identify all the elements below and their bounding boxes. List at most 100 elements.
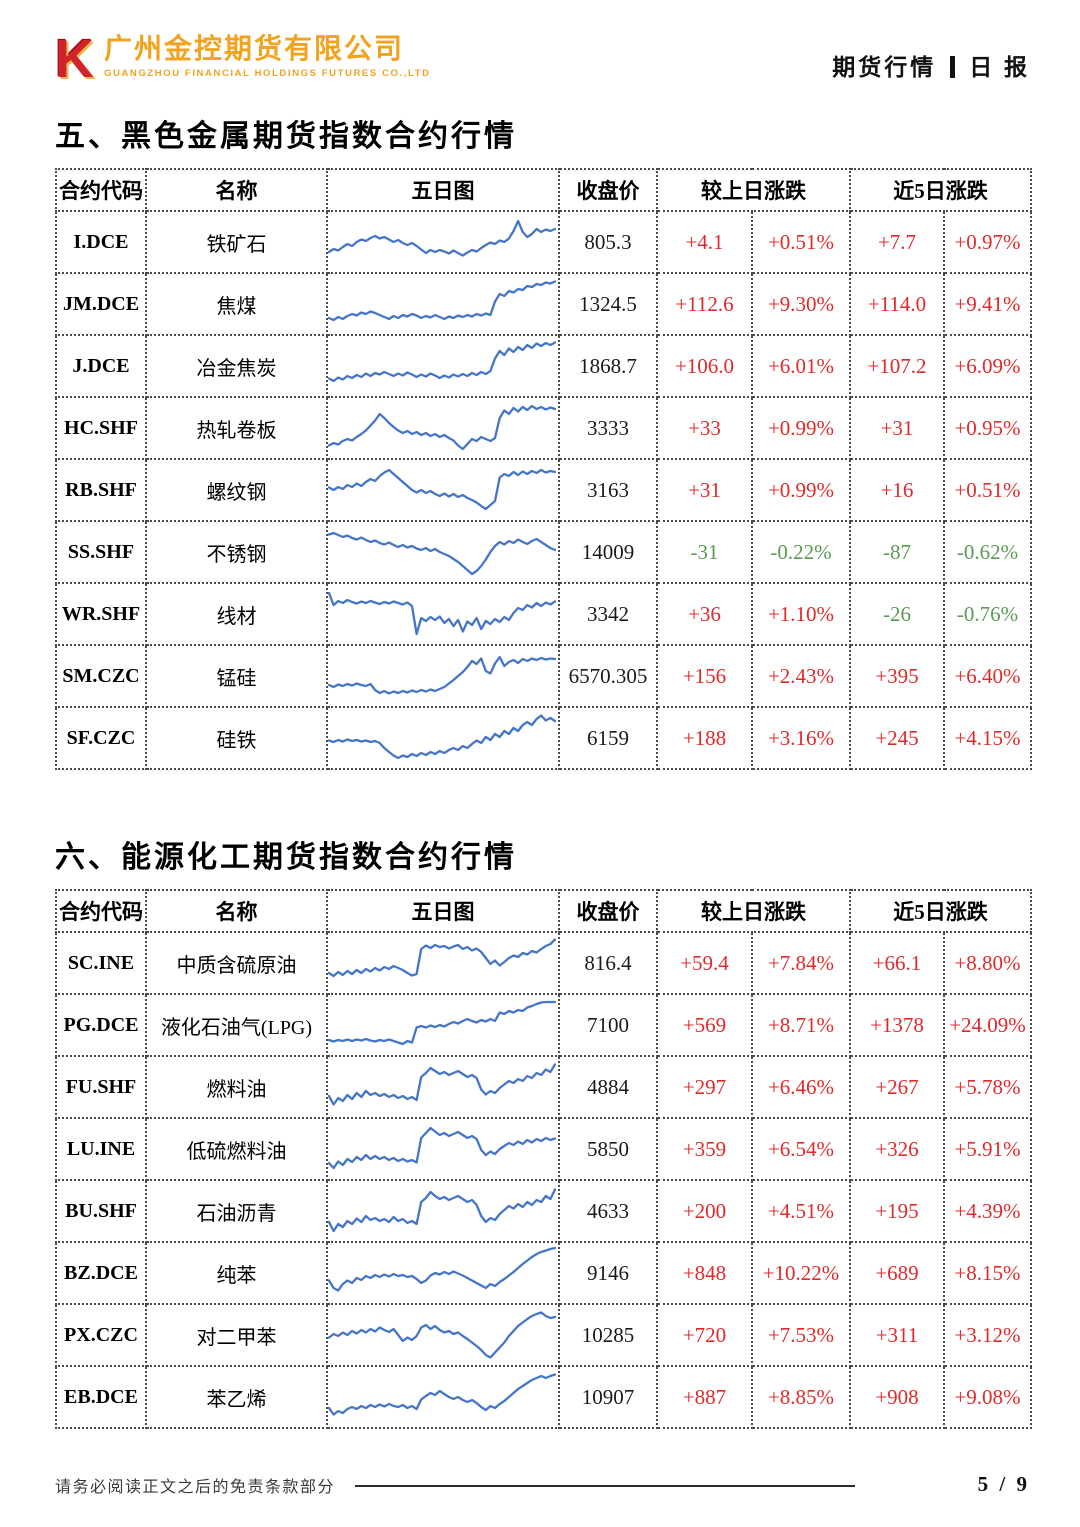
day-change-pct-cell: +8.85% bbox=[751, 1365, 851, 1430]
five-day-sparkline bbox=[329, 592, 556, 636]
close-price-cell: 9146 bbox=[558, 1241, 658, 1306]
sparkline-cell bbox=[326, 210, 560, 275]
contract-name-cell: 苯乙烯 bbox=[145, 1365, 328, 1430]
five-day-change-pct-cell: +8.80% bbox=[943, 931, 1032, 996]
table-row: SM.CZC 锰硅 6570.305 +156 +2.43% +395 +6.40% bbox=[55, 644, 1032, 709]
contract-code-cell: PX.CZC bbox=[55, 1303, 147, 1368]
sparkline-cell bbox=[326, 582, 560, 647]
five-day-change-pct-cell: +9.41% bbox=[943, 272, 1032, 337]
close-price-cell: 3163 bbox=[558, 458, 658, 523]
sparkline-cell bbox=[326, 1117, 560, 1182]
contract-code-cell: PG.DCE bbox=[55, 993, 147, 1058]
five-day-change-cell: +195 bbox=[849, 1179, 945, 1244]
five-day-sparkline bbox=[329, 1063, 556, 1106]
contract-code-cell: BZ.DCE bbox=[55, 1241, 147, 1306]
sparkline-cell bbox=[326, 520, 560, 585]
contract-name-cell: 焦煤 bbox=[145, 272, 328, 337]
five-day-change-pct-cell: -0.76% bbox=[943, 582, 1032, 647]
table-row: I.DCE 铁矿石 805.3 +4.1 +0.51% +7.7 +0.97% bbox=[55, 210, 1032, 275]
disclaimer-text: 请务必阅读正文之后的免责条款部分 bbox=[55, 1478, 336, 1496]
sparkline-cell bbox=[326, 993, 560, 1058]
contract-name-cell: 硅铁 bbox=[145, 706, 328, 771]
contract-code-cell: FU.SHF bbox=[55, 1055, 147, 1120]
five-day-change-cell: +267 bbox=[849, 1055, 945, 1120]
five-day-change-cell: +66.1 bbox=[849, 931, 945, 996]
table-row: PG.DCE 液化石油气(LPG) 7100 +569 +8.71% +1378 +24.0… bbox=[55, 993, 1032, 1058]
page-footer: 请务必阅读正文之后的免责条款部分 5 / 9 bbox=[55, 1472, 1030, 1497]
day-change-cell: +887 bbox=[656, 1365, 753, 1430]
contract-code-cell: J.DCE bbox=[55, 334, 147, 399]
table-row: SS.SHF 不锈钢 14009 -31 -0.22% -87 -0.62% bbox=[55, 520, 1032, 585]
table-row: BZ.DCE 纯苯 9146 +848 +10.22% +689 +8.15% bbox=[55, 1241, 1032, 1306]
five-day-change-pct-cell: +5.91% bbox=[943, 1117, 1032, 1182]
five-day-change-cell: +326 bbox=[849, 1117, 945, 1182]
day-change-cell: +4.1 bbox=[656, 210, 753, 275]
five-day-change-cell: +395 bbox=[849, 644, 945, 709]
day-change-cell: +112.6 bbox=[656, 272, 753, 337]
table-row: EB.DCE 苯乙烯 10907 +887 +8.85% +908 +9.08% bbox=[55, 1365, 1032, 1430]
day-change-cell: +200 bbox=[656, 1179, 753, 1244]
day-change-pct-cell: +1.10% bbox=[751, 582, 851, 647]
five-day-change-pct-cell: +6.09% bbox=[943, 334, 1032, 399]
day-change-pct-cell: +0.99% bbox=[751, 458, 851, 523]
sparkline-cell bbox=[326, 931, 560, 996]
logo-k-icon: K bbox=[55, 29, 94, 89]
five-day-change-pct-cell: -0.62% bbox=[943, 520, 1032, 585]
day-change-cell: +188 bbox=[656, 706, 753, 771]
black-metals-table: 合约代码 名称 五日图 收盘价 较上日涨跌 近5日涨跌 I.DCE 铁矿石 805.… bbox=[55, 168, 1032, 771]
contract-name-cell: 冶金焦炭 bbox=[145, 334, 328, 399]
table-row: J.DCE 冶金焦炭 1868.7 +106.0 +6.01% +107.2 +6.09% bbox=[55, 334, 1032, 399]
day-change-pct-cell: +6.46% bbox=[751, 1055, 851, 1120]
report-tag: 期货行情 日 报 bbox=[832, 48, 1030, 82]
table-row: JM.DCE 焦煤 1324.5 +112.6 +9.30% +114.0 +9.41% bbox=[55, 272, 1032, 337]
close-price-cell: 1324.5 bbox=[558, 272, 658, 337]
company-logo: K 广州金控期货有限公司 GUANGZHOU FINANCIAL HOLDING… bbox=[55, 29, 431, 89]
section-title-energy-chem: 六、能源化工期货指数合约行情 bbox=[55, 841, 517, 875]
sparkline-cell bbox=[326, 1303, 560, 1368]
page-number: 5 / 9 bbox=[977, 1472, 1030, 1496]
sparkline-cell bbox=[326, 1241, 560, 1306]
table-row: FU.SHF 燃料油 4884 +297 +6.46% +267 +5.78% bbox=[55, 1055, 1032, 1120]
contract-name-cell: 纯苯 bbox=[145, 1241, 328, 1306]
five-day-change-pct-cell: +0.51% bbox=[943, 458, 1032, 523]
five-day-change-pct-cell: +6.40% bbox=[943, 644, 1032, 709]
col-header-chg1: 较上日涨跌 bbox=[656, 168, 851, 213]
five-day-change-cell: +7.7 bbox=[849, 210, 945, 275]
contract-name-cell: 不锈钢 bbox=[145, 520, 328, 585]
table-row: BU.SHF 石油沥青 4633 +200 +4.51% +195 +4.39% bbox=[55, 1179, 1032, 1244]
contract-name-cell: 热轧卷板 bbox=[145, 396, 328, 461]
five-day-sparkline bbox=[329, 532, 556, 576]
day-change-cell: +59.4 bbox=[656, 931, 753, 996]
table-row: HC.SHF 热轧卷板 3333 +33 +0.99% +31 +0.95% bbox=[55, 396, 1032, 461]
close-price-cell: 6570.305 bbox=[558, 644, 658, 709]
day-change-pct-cell: +6.54% bbox=[751, 1117, 851, 1182]
sparkline-cell bbox=[326, 458, 560, 523]
day-change-cell: +33 bbox=[656, 396, 753, 461]
sparkline-cell bbox=[326, 334, 560, 399]
day-change-cell: -31 bbox=[656, 520, 753, 585]
sparkline-cell bbox=[326, 706, 560, 771]
five-day-sparkline bbox=[329, 405, 556, 451]
table-row: SF.CZC 硅铁 6159 +188 +3.16% +245 +4.15% bbox=[55, 706, 1032, 771]
close-price-cell: 7100 bbox=[558, 993, 658, 1058]
col-header-close: 收盘价 bbox=[558, 168, 658, 213]
day-change-pct-cell: +8.71% bbox=[751, 993, 851, 1058]
contract-code-cell: SM.CZC bbox=[55, 644, 147, 709]
close-price-cell: 4633 bbox=[558, 1179, 658, 1244]
close-price-cell: 10907 bbox=[558, 1365, 658, 1430]
contract-name-cell: 铁矿石 bbox=[145, 210, 328, 275]
page-header: K 广州金控期货有限公司 GUANGZHOU FINANCIAL HOLDING… bbox=[55, 29, 1030, 89]
five-day-change-pct-cell: +3.12% bbox=[943, 1303, 1032, 1368]
five-day-change-cell: +1378 bbox=[849, 993, 945, 1058]
close-price-cell: 3342 bbox=[558, 582, 658, 647]
five-day-sparkline bbox=[329, 1247, 556, 1292]
col-header-chg5: 近5日涨跌 bbox=[849, 168, 1032, 213]
contract-code-cell: SF.CZC bbox=[55, 706, 147, 771]
day-change-cell: +720 bbox=[656, 1303, 753, 1368]
contract-name-cell: 石油沥青 bbox=[145, 1179, 328, 1244]
five-day-sparkline bbox=[329, 1188, 556, 1233]
col-header-chart: 五日图 bbox=[326, 889, 560, 934]
contract-name-cell: 低硫燃料油 bbox=[145, 1117, 328, 1182]
table-header-row: 合约代码 名称 五日图 收盘价 较上日涨跌 近5日涨跌 bbox=[55, 889, 1032, 934]
report-type-label: 期货行情 bbox=[832, 55, 937, 80]
